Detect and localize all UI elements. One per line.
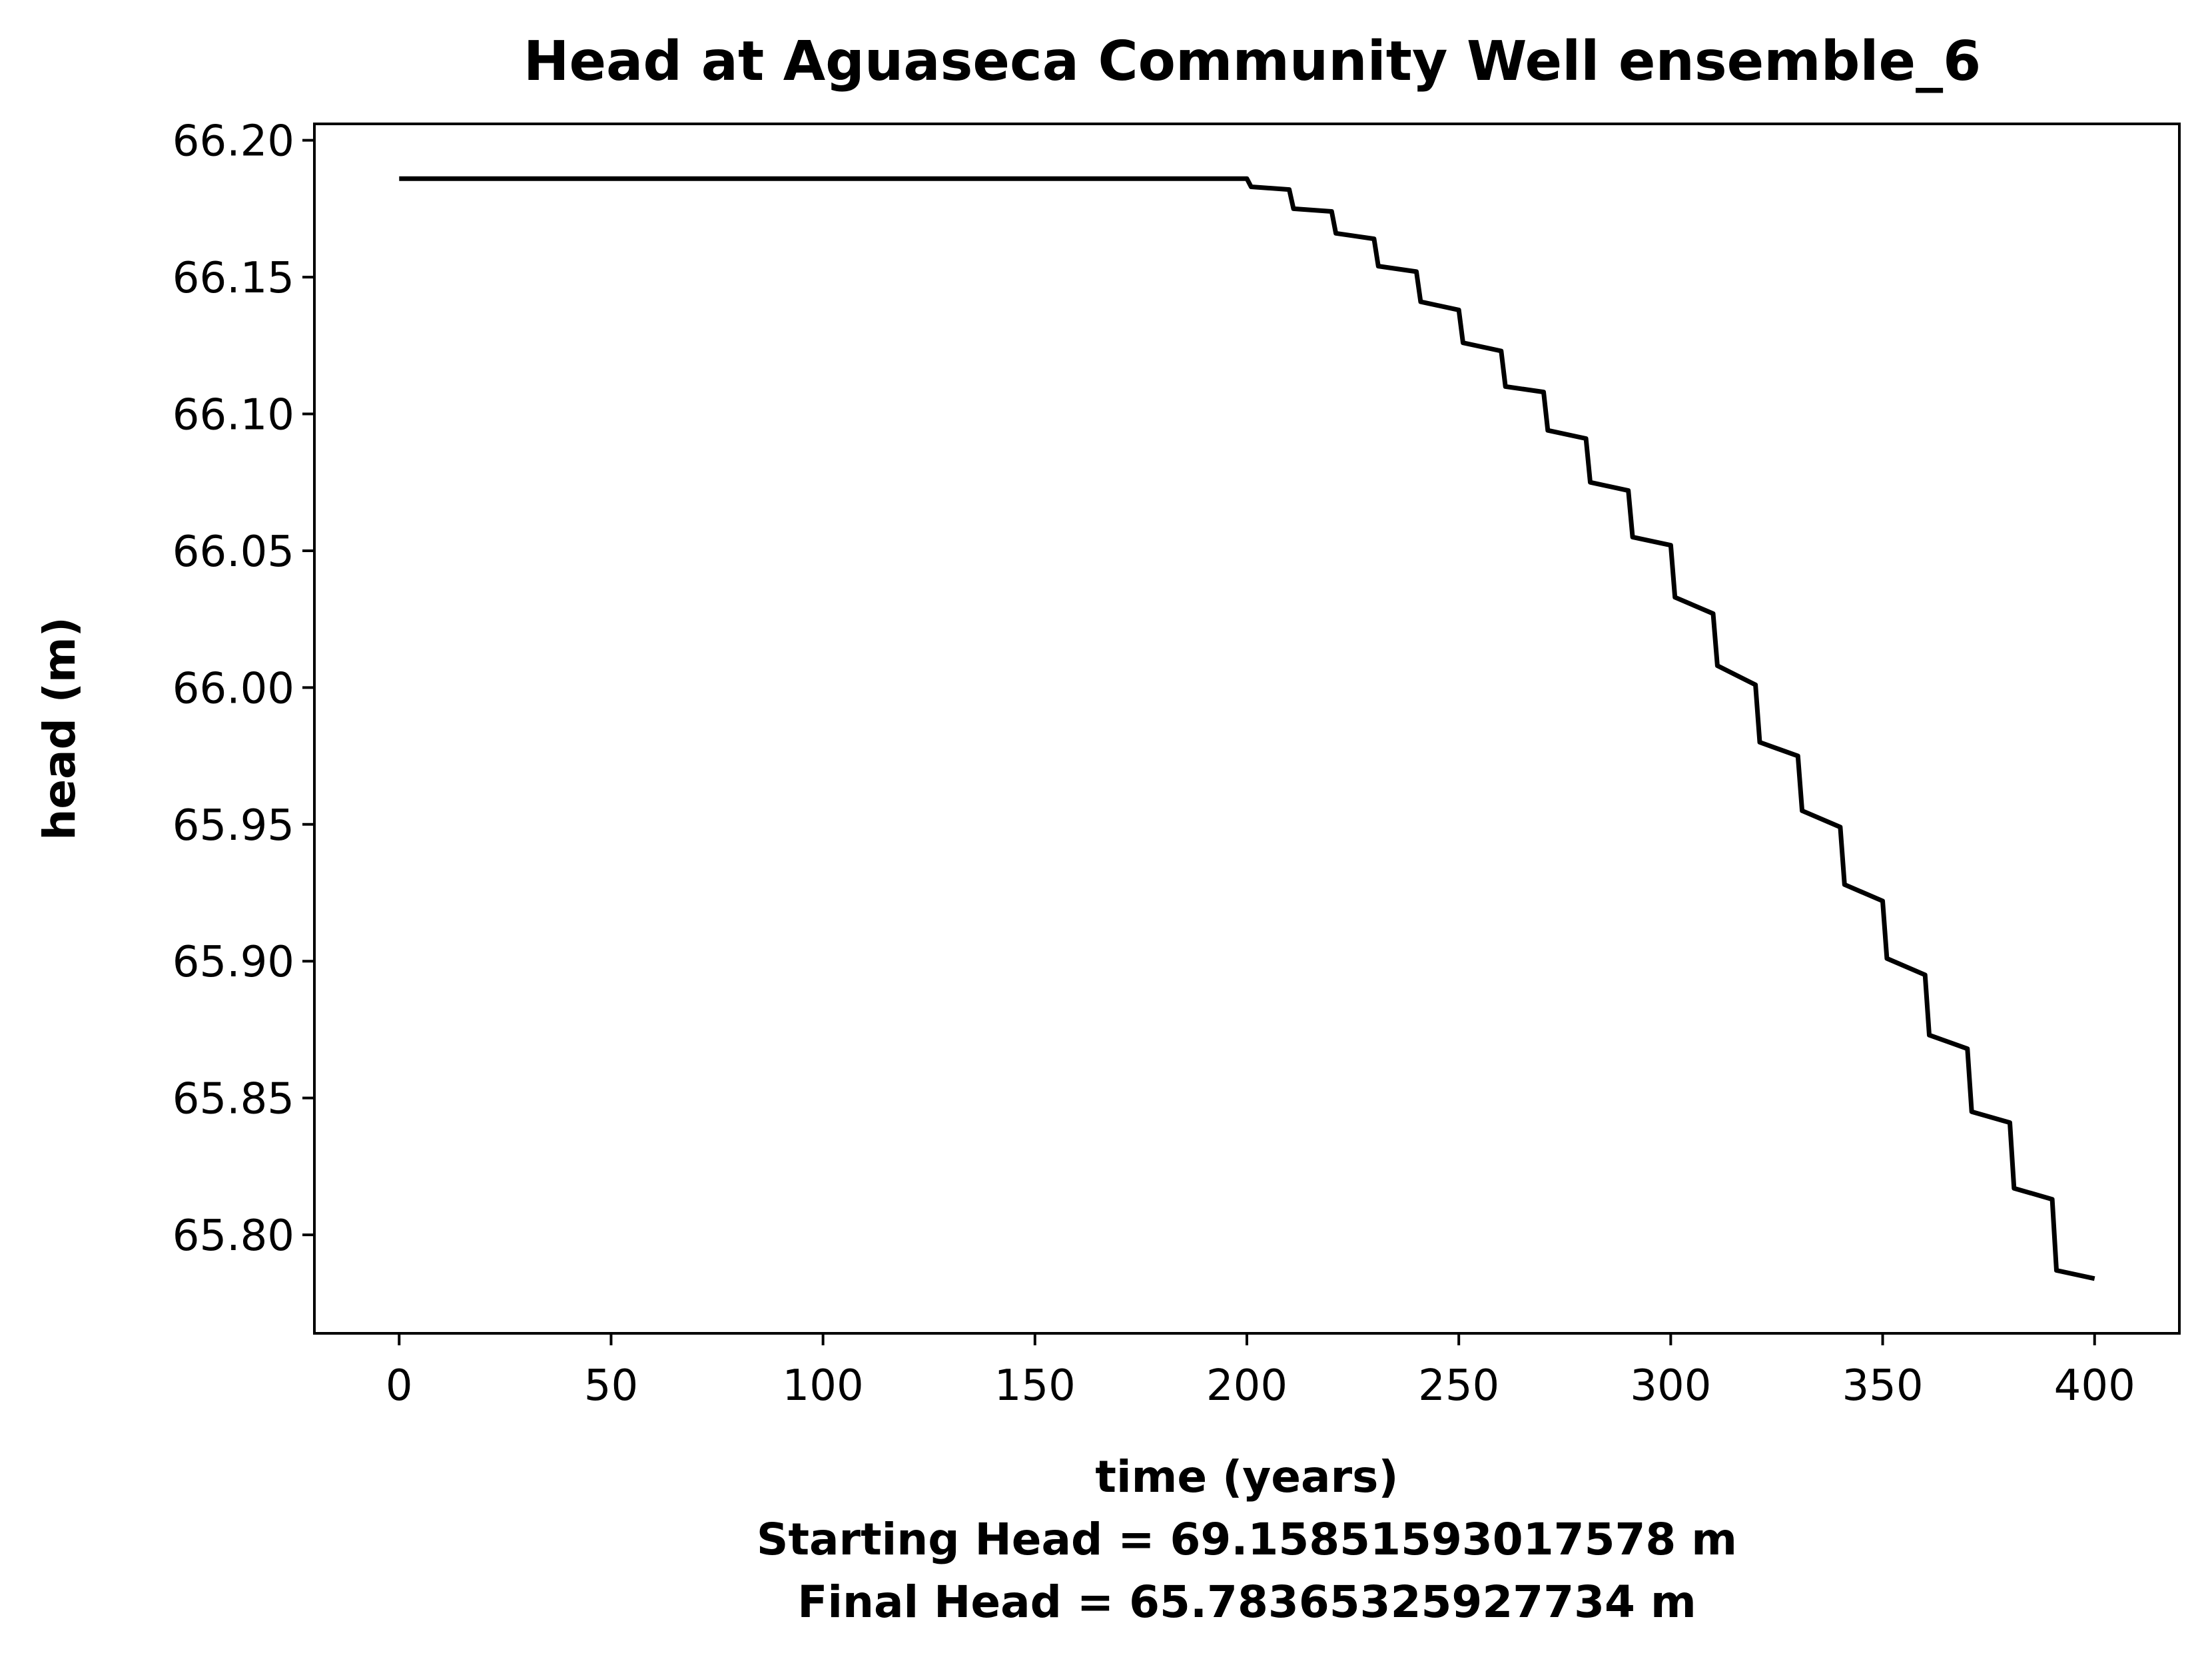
y-tick-label: 65.85 bbox=[173, 1075, 294, 1124]
x-tick-label: 400 bbox=[2054, 1361, 2135, 1411]
y-tick-label: 65.80 bbox=[173, 1211, 294, 1261]
y-axis-label: head (m) bbox=[34, 617, 85, 840]
final-head-note: Final Head = 65.78365325927734 m bbox=[797, 1576, 1696, 1628]
y-tick-label: 66.05 bbox=[173, 527, 294, 577]
y-tick-label: 66.20 bbox=[173, 117, 294, 166]
y-tick-label: 65.90 bbox=[173, 938, 294, 987]
series-layer bbox=[399, 176, 2095, 1281]
head-series-line bbox=[399, 176, 2095, 1281]
x-tick-label: 200 bbox=[1206, 1361, 1288, 1411]
y-tick-label: 66.10 bbox=[173, 391, 294, 440]
x-tick-label: 300 bbox=[1630, 1361, 1711, 1411]
x-tick-label: 250 bbox=[1418, 1361, 1499, 1411]
y-tick-label: 66.15 bbox=[173, 254, 294, 303]
x-tick-label: 100 bbox=[783, 1361, 864, 1411]
starting-head-note: Starting Head = 69.15851593017578 m bbox=[757, 1514, 1737, 1565]
x-tick-label: 350 bbox=[1842, 1361, 1923, 1411]
y-axis: 65.80 65.85 65.90 65.95 66.00 66.05 66.10 66.15… bbox=[173, 117, 314, 1261]
x-axis-label: time (years) bbox=[1095, 1451, 1398, 1502]
x-tick-label: 50 bbox=[584, 1361, 638, 1411]
chart-title: Head at Aguaseca Community Well ensemble… bbox=[524, 30, 1981, 93]
plot-area-frame bbox=[313, 123, 2181, 1335]
y-tick-label: 65.95 bbox=[173, 801, 294, 850]
x-tick-label: 150 bbox=[994, 1361, 1076, 1411]
x-axis: 0 50 100 150 200 250 300 350 400 bbox=[386, 1333, 2135, 1411]
y-tick-label: 66.00 bbox=[173, 664, 294, 713]
x-tick-label: 0 bbox=[386, 1361, 413, 1411]
